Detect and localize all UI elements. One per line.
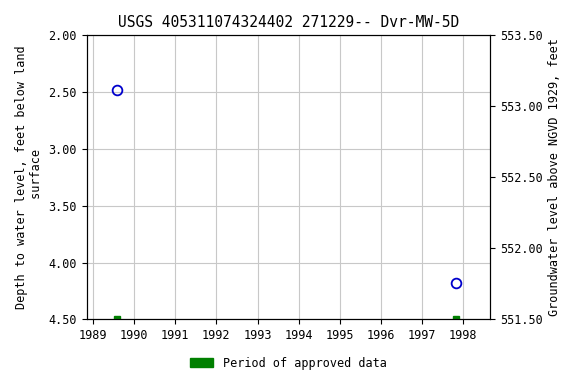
- Y-axis label: Depth to water level, feet below land
 surface: Depth to water level, feet below land su…: [15, 46, 43, 309]
- Title: USGS 405311074324402 271229-- Dvr-MW-5D: USGS 405311074324402 271229-- Dvr-MW-5D: [118, 15, 459, 30]
- Y-axis label: Groundwater level above NGVD 1929, feet: Groundwater level above NGVD 1929, feet: [548, 38, 561, 316]
- Legend: Period of approved data: Period of approved data: [185, 352, 391, 374]
